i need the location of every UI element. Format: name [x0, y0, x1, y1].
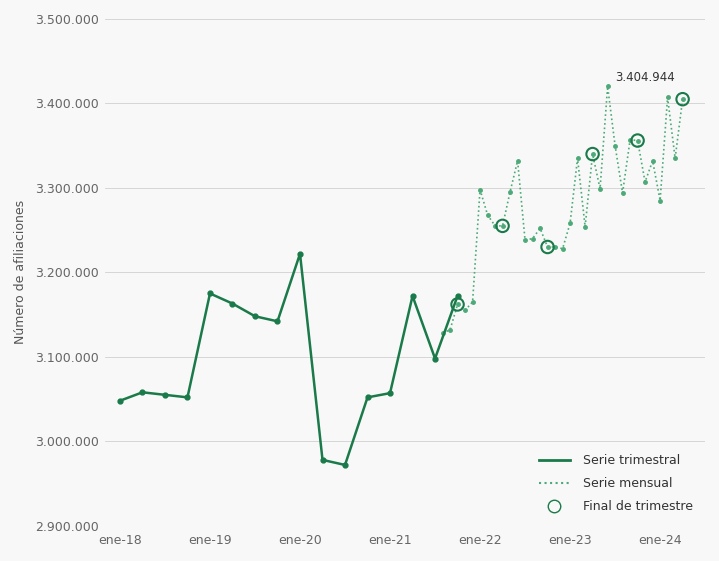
Point	[497, 222, 508, 231]
Point	[452, 300, 463, 309]
Point	[632, 136, 644, 145]
Point	[542, 242, 554, 251]
Legend: Serie trimestral, Serie mensual, Final de trimestre: Serie trimestral, Serie mensual, Final d…	[533, 448, 699, 519]
Point	[677, 95, 688, 104]
Point	[587, 150, 598, 159]
Y-axis label: Número de afiliaciones: Número de afiliaciones	[14, 200, 27, 344]
Text: 3.404.944: 3.404.944	[615, 71, 675, 84]
